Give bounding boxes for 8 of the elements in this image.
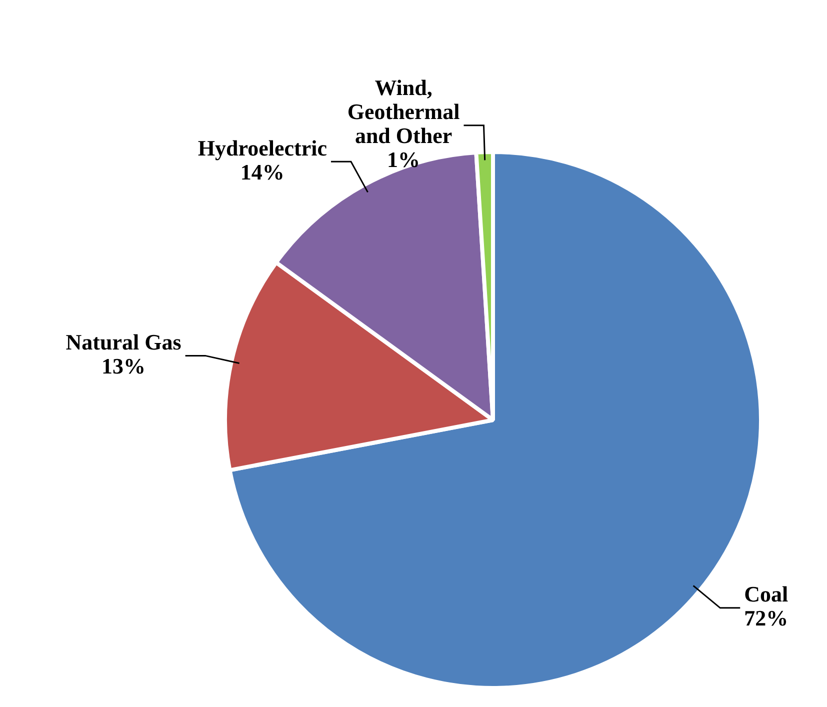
slice-label: Wind, Geothermal and Other — [347, 75, 460, 148]
data-label: 72% — [744, 606, 788, 631]
slice-label: Hydroelectric — [198, 135, 328, 160]
data-label: 1% — [387, 147, 420, 172]
data-label: 13% — [102, 353, 146, 378]
data-label: 14% — [240, 159, 284, 184]
slice-label: Coal — [744, 582, 788, 607]
slice-label: Natural Gas — [66, 329, 182, 354]
